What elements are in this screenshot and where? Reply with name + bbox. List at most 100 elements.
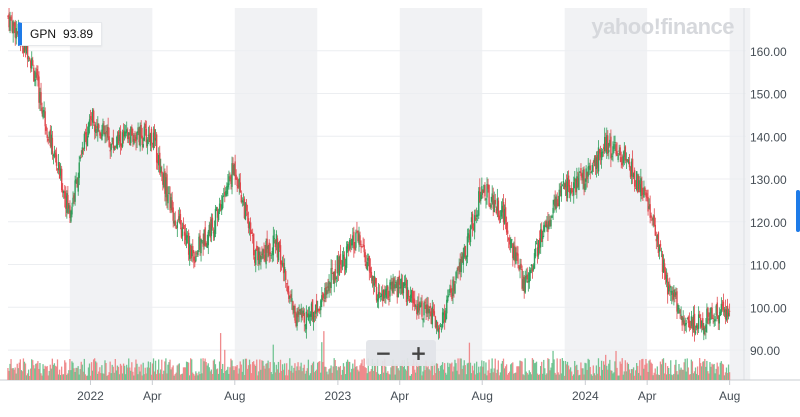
- candle-body: [583, 169, 585, 189]
- volume-bar: [558, 374, 560, 380]
- candle-body: [288, 291, 290, 299]
- volume-bar: [240, 364, 242, 380]
- candle-body: [512, 243, 514, 259]
- price-marker-handle[interactable]: [796, 190, 800, 232]
- candle-body: [600, 151, 603, 161]
- candle-body: [594, 155, 597, 167]
- volume-bar: [554, 372, 556, 380]
- candle-body: [347, 245, 350, 252]
- volume-bar: [591, 375, 593, 380]
- candle-body: [607, 135, 609, 154]
- volume-bar: [133, 375, 135, 380]
- candle-body: [503, 208, 506, 224]
- volume-bar: [512, 362, 514, 380]
- candle-body: [277, 242, 280, 261]
- candle-body: [475, 214, 478, 217]
- volume-bar: [390, 367, 392, 380]
- volume-bar: [39, 363, 41, 380]
- candle-body: [679, 309, 681, 314]
- candle-body: [328, 281, 330, 292]
- candle-body: [378, 291, 381, 294]
- candle-body: [695, 325, 698, 328]
- zoom-in-button[interactable]: +: [410, 341, 427, 365]
- candle-body: [327, 286, 329, 288]
- volume-bar: [431, 361, 433, 380]
- volume-bar: [119, 363, 122, 380]
- candle-body: [310, 303, 313, 317]
- candle-body: [325, 286, 327, 295]
- candle-body: [622, 156, 624, 164]
- candle-body: [540, 229, 542, 248]
- candle-body: [648, 206, 650, 209]
- candle-body: [568, 185, 571, 193]
- volume-bar: [285, 375, 287, 380]
- candle-body: [654, 224, 656, 236]
- volume-bar: [292, 372, 294, 380]
- volume-bar: [359, 365, 361, 380]
- volume-bar: [618, 375, 620, 380]
- candle-body: [97, 123, 99, 133]
- candle-body: [131, 127, 133, 136]
- candle-body: [572, 191, 574, 193]
- volume-bar: [679, 369, 681, 380]
- volume-bar: [79, 369, 81, 380]
- candle-body: [281, 262, 284, 266]
- candle-body: [431, 306, 434, 325]
- candle-body: [299, 309, 301, 312]
- volume-bar: [449, 363, 451, 380]
- candle-body: [223, 195, 225, 197]
- candle-body: [593, 158, 596, 163]
- candle-body: [435, 320, 438, 328]
- candle-body: [506, 230, 509, 234]
- volume-bar: [159, 373, 161, 380]
- candle-body: [43, 109, 45, 113]
- candle-body: [685, 323, 687, 325]
- volume-bar: [704, 358, 706, 380]
- volume-bar: [108, 372, 110, 380]
- volume-bar: [116, 365, 119, 380]
- candle-body: [8, 13, 10, 28]
- candle-body: [493, 200, 495, 213]
- candle-body: [411, 290, 414, 303]
- volume-bar: [533, 363, 536, 380]
- volume-bar: [441, 362, 444, 380]
- candle-body: [473, 215, 476, 233]
- candle-body: [321, 295, 323, 303]
- volume-bar: [406, 358, 409, 380]
- volume-bar: [45, 366, 47, 380]
- volume-bar: [112, 366, 114, 380]
- volume-bar: [479, 372, 481, 380]
- candle-body: [660, 250, 663, 252]
- candle-body: [521, 269, 523, 289]
- volume-bar: [156, 369, 159, 380]
- volume-bar: [703, 361, 705, 380]
- volume-bar: [146, 367, 148, 380]
- candle-body: [718, 315, 721, 324]
- candle-body: [675, 292, 677, 296]
- ticker-badge[interactable]: GPN 93.89: [18, 22, 103, 46]
- volume-bar: [691, 361, 694, 380]
- candle-body: [247, 218, 250, 228]
- volume-bar: [215, 369, 218, 380]
- volume-bar: [477, 373, 479, 380]
- candle-body: [172, 207, 174, 221]
- zoom-out-button[interactable]: −: [375, 341, 392, 365]
- volume-bar: [516, 366, 518, 380]
- candle-body: [270, 254, 272, 256]
- x-tick-label: Aug: [719, 389, 740, 403]
- volume-bar: [161, 359, 163, 380]
- candle-body: [355, 232, 357, 248]
- volume-bar: [470, 373, 473, 380]
- candle-body: [447, 295, 449, 302]
- candle-body: [100, 134, 102, 139]
- volume-bar: [145, 373, 147, 380]
- volume-bar: [551, 363, 553, 380]
- candle-body: [609, 139, 611, 146]
- volume-bar: [332, 366, 334, 380]
- volume-bar: [286, 363, 288, 380]
- candle-body: [527, 280, 530, 283]
- candle-body: [488, 184, 490, 206]
- candle-body: [542, 235, 544, 239]
